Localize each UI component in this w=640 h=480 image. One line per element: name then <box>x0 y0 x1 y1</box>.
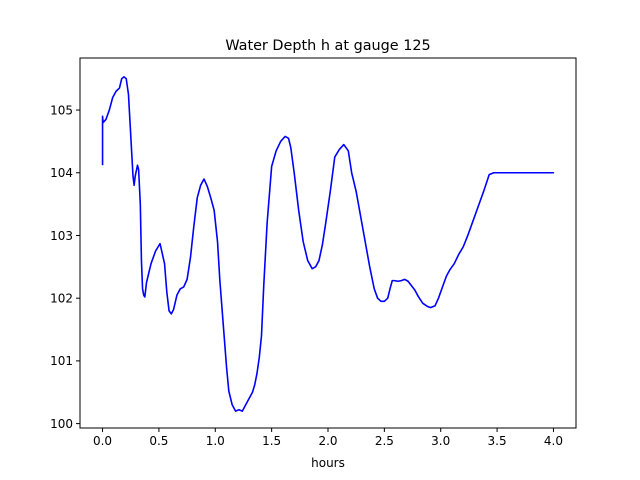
x-tick-label: 3.5 <box>488 434 507 448</box>
y-tick-label: 103 <box>50 229 73 243</box>
y-tick-label: 101 <box>50 354 73 368</box>
y-tick-label: 105 <box>50 103 73 117</box>
x-axis: 0.0 0.5 1.0 1.5 2.0 2.5 3.0 3.5 4.0 <box>93 428 563 448</box>
y-tick-label: 104 <box>50 166 73 180</box>
y-tick-label: 102 <box>50 291 73 305</box>
y-tick-label: 100 <box>50 417 73 431</box>
y-axis: 100 101 102 103 104 105 <box>50 103 80 431</box>
x-tick-label: 4.0 <box>544 434 563 448</box>
chart-title: Water Depth h at gauge 125 <box>225 38 430 54</box>
plot-layer <box>101 76 555 412</box>
x-tick-label: 0.0 <box>93 434 112 448</box>
x-tick-label: 1.0 <box>206 434 225 448</box>
x-tick-label: 3.0 <box>431 434 450 448</box>
x-tick-label: 0.5 <box>149 434 168 448</box>
series-line-0 <box>101 76 555 412</box>
x-axis-label: hours <box>311 456 345 470</box>
x-tick-label: 2.5 <box>375 434 394 448</box>
x-tick-label: 2.0 <box>318 434 337 448</box>
x-tick-label: 1.5 <box>262 434 281 448</box>
